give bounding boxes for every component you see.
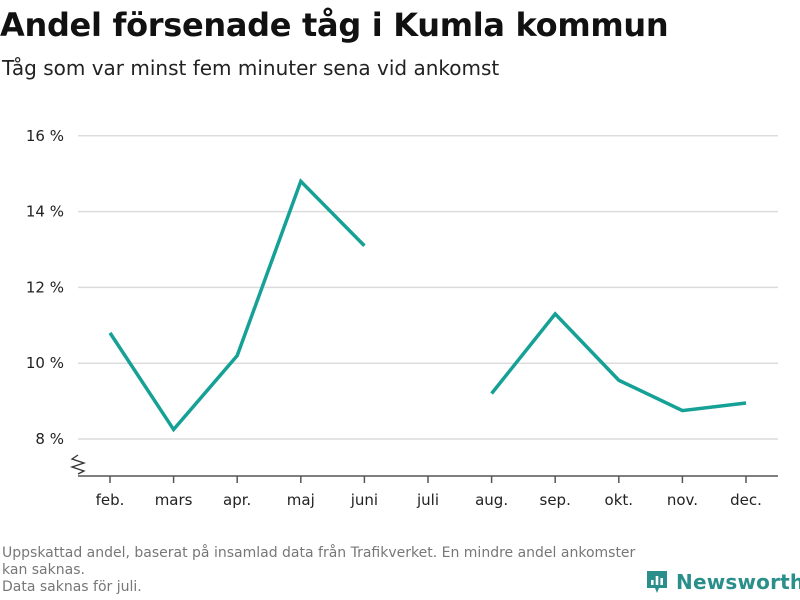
chart-title: Andel försenade tåg i Kumla kommun: [0, 6, 669, 44]
y-tick-label: 12 %: [26, 278, 64, 296]
newsworthy-brand: Newsworthy: [646, 570, 800, 594]
footnote-missing-data: Data saknas för juli.: [2, 579, 142, 595]
y-tick-label: 14 %: [26, 203, 64, 221]
footnote-source: Uppskattad andel, baserat på insamlad da…: [2, 545, 636, 578]
x-tick-label: mars: [155, 491, 193, 509]
series-line: [108, 178, 366, 433]
line-chart: 8 % 10 % 12 % 14 % 16 % feb. mars apr. maj juni ju…: [26, 127, 778, 509]
footnote: Uppskattad andel, baserat på insamlad da…: [2, 545, 642, 596]
brand-name: Newsworthy: [676, 570, 800, 594]
x-tick-label: maj: [287, 491, 315, 509]
newsworthy-logo-icon: [647, 571, 667, 593]
chart-subtitle: Tåg som var minst fem minuter sena vid a…: [2, 56, 500, 80]
y-tick-label: 16 %: [26, 127, 64, 145]
x-tick-label: feb.: [96, 491, 125, 509]
x-tick-label: juni: [350, 491, 378, 509]
x-tick-label: dec.: [730, 491, 762, 509]
x-tick-label: okt.: [605, 491, 634, 509]
series-line: [490, 311, 747, 413]
x-tick-label: sep.: [540, 491, 571, 509]
x-tick-label: juli: [416, 491, 439, 509]
y-tick-label: 10 %: [26, 354, 64, 372]
axis-break-icon: [69, 454, 87, 475]
y-tick-label: 8 %: [35, 430, 64, 448]
x-tick-label: aug.: [475, 491, 508, 509]
x-tick-label: apr.: [223, 491, 251, 509]
x-tick-label: nov.: [667, 491, 698, 509]
